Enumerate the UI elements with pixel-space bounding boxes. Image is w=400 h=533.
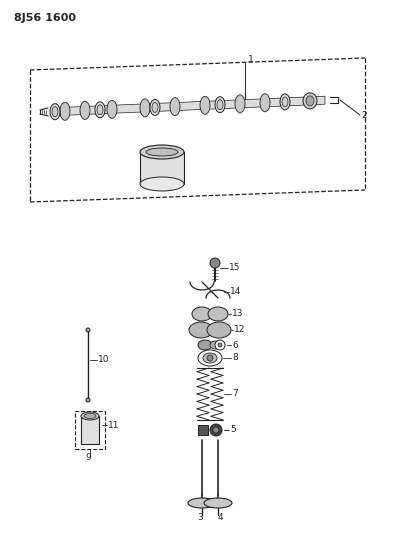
Ellipse shape bbox=[215, 96, 225, 112]
Ellipse shape bbox=[210, 424, 222, 436]
Ellipse shape bbox=[215, 340, 225, 350]
Ellipse shape bbox=[84, 414, 96, 418]
Ellipse shape bbox=[192, 307, 212, 321]
Ellipse shape bbox=[150, 100, 160, 116]
Ellipse shape bbox=[213, 427, 219, 433]
Text: 11: 11 bbox=[108, 421, 120, 430]
Text: 1: 1 bbox=[248, 55, 254, 64]
Text: 3: 3 bbox=[197, 513, 203, 521]
Ellipse shape bbox=[140, 99, 150, 117]
Ellipse shape bbox=[198, 350, 222, 366]
Ellipse shape bbox=[107, 100, 117, 118]
Ellipse shape bbox=[217, 100, 223, 110]
Text: 2: 2 bbox=[361, 111, 367, 120]
Ellipse shape bbox=[60, 102, 70, 120]
Polygon shape bbox=[53, 96, 325, 116]
Ellipse shape bbox=[200, 96, 210, 114]
Ellipse shape bbox=[152, 102, 158, 112]
Text: 5: 5 bbox=[230, 425, 236, 434]
Text: 9: 9 bbox=[85, 453, 91, 462]
Bar bbox=[75, 411, 105, 449]
Ellipse shape bbox=[81, 412, 99, 420]
Ellipse shape bbox=[204, 498, 232, 508]
Text: 8: 8 bbox=[232, 353, 238, 362]
Ellipse shape bbox=[235, 95, 245, 113]
Ellipse shape bbox=[260, 94, 270, 112]
Ellipse shape bbox=[303, 93, 317, 109]
Ellipse shape bbox=[198, 340, 212, 350]
Ellipse shape bbox=[86, 328, 90, 332]
Ellipse shape bbox=[140, 145, 184, 159]
Ellipse shape bbox=[207, 322, 231, 338]
Ellipse shape bbox=[86, 398, 90, 402]
Text: 4: 4 bbox=[217, 513, 223, 521]
Text: 12: 12 bbox=[234, 326, 245, 335]
Ellipse shape bbox=[52, 107, 58, 117]
Text: 13: 13 bbox=[232, 310, 244, 319]
Ellipse shape bbox=[210, 341, 220, 349]
Bar bbox=[81, 416, 99, 444]
Ellipse shape bbox=[188, 498, 216, 508]
Ellipse shape bbox=[95, 102, 105, 118]
Ellipse shape bbox=[208, 307, 228, 321]
Ellipse shape bbox=[189, 322, 213, 338]
Ellipse shape bbox=[306, 96, 314, 106]
Ellipse shape bbox=[97, 105, 103, 115]
Ellipse shape bbox=[207, 355, 213, 361]
Ellipse shape bbox=[282, 97, 288, 107]
Ellipse shape bbox=[218, 343, 222, 347]
Ellipse shape bbox=[203, 353, 217, 363]
Ellipse shape bbox=[50, 104, 60, 120]
Ellipse shape bbox=[140, 177, 184, 191]
Ellipse shape bbox=[280, 94, 290, 110]
Text: 7: 7 bbox=[232, 390, 238, 399]
Ellipse shape bbox=[80, 101, 90, 119]
Bar bbox=[140, 152, 184, 184]
Text: 10: 10 bbox=[98, 356, 110, 365]
Ellipse shape bbox=[210, 258, 220, 268]
Text: 8J56 1600: 8J56 1600 bbox=[14, 13, 76, 23]
Ellipse shape bbox=[170, 98, 180, 116]
Ellipse shape bbox=[146, 148, 178, 156]
Text: 15: 15 bbox=[229, 263, 240, 272]
Text: 14: 14 bbox=[230, 287, 241, 296]
Text: 6: 6 bbox=[232, 341, 238, 350]
Bar bbox=[198, 425, 208, 435]
